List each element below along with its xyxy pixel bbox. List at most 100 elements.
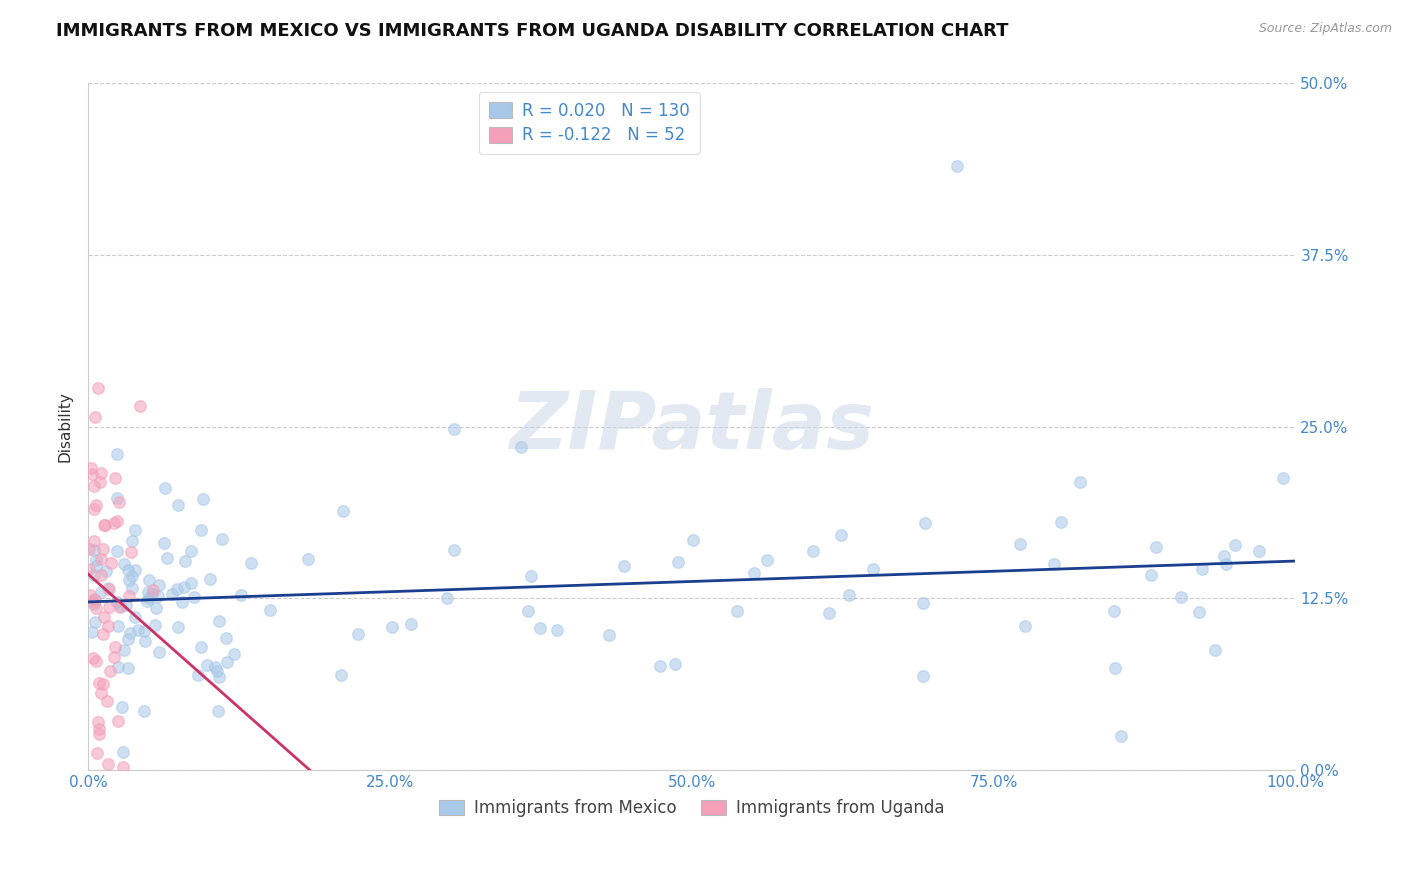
Point — [1104, 661, 1126, 675]
Point — [153, 536, 176, 550]
Point — [90, 686, 112, 700]
Point — [911, 596, 934, 610]
Point — [224, 647, 246, 661]
Point — [108, 600, 131, 615]
Point — [121, 533, 143, 548]
Point — [207, 705, 229, 719]
Point — [104, 640, 127, 654]
Point — [1050, 515, 1073, 529]
Point — [108, 495, 131, 509]
Point — [141, 587, 163, 601]
Point — [862, 561, 884, 575]
Point — [91, 627, 114, 641]
Point — [118, 625, 141, 640]
Point — [1010, 537, 1032, 551]
Point — [529, 621, 551, 635]
Point — [332, 504, 354, 518]
Point — [105, 514, 128, 528]
Point — [112, 557, 135, 571]
Point — [105, 595, 128, 609]
Point — [83, 567, 105, 582]
Point — [90, 568, 112, 582]
Point — [104, 471, 127, 485]
Point — [204, 659, 226, 673]
Point — [115, 598, 138, 612]
Point — [138, 591, 160, 606]
Point — [103, 516, 125, 530]
Point — [83, 543, 105, 558]
Point — [82, 625, 104, 640]
Point — [117, 562, 139, 576]
Point — [134, 624, 156, 639]
Point — [87, 726, 110, 740]
Point — [86, 601, 108, 615]
Point — [744, 566, 766, 581]
Point — [346, 626, 368, 640]
Point — [174, 554, 197, 568]
Point — [136, 585, 159, 599]
Point — [118, 573, 141, 587]
Point — [100, 556, 122, 570]
Point — [443, 543, 465, 558]
Point — [1014, 619, 1036, 633]
Point — [160, 587, 183, 601]
Point — [83, 410, 105, 425]
Text: IMMIGRANTS FROM MEXICO VS IMMIGRANTS FROM UGANDA DISABILITY CORRELATION CHART: IMMIGRANTS FROM MEXICO VS IMMIGRANTS FRO… — [56, 22, 1008, 40]
Point — [801, 543, 824, 558]
Point — [120, 545, 142, 559]
Point — [117, 632, 139, 646]
Point — [682, 533, 704, 547]
Point — [546, 623, 568, 637]
Point — [107, 618, 129, 632]
Point — [84, 498, 107, 512]
Text: Source: ZipAtlas.com: Source: ZipAtlas.com — [1258, 22, 1392, 36]
Point — [1204, 642, 1226, 657]
Point — [156, 551, 179, 566]
Point — [117, 589, 139, 603]
Point — [240, 557, 263, 571]
Point — [87, 381, 110, 395]
Point — [668, 555, 690, 569]
Point — [167, 620, 190, 634]
Point — [127, 623, 149, 637]
Point — [229, 588, 252, 602]
Point — [208, 614, 231, 628]
Point — [613, 559, 636, 574]
Point — [97, 619, 120, 633]
Point — [830, 528, 852, 542]
Point — [94, 517, 117, 532]
Point — [1144, 540, 1167, 554]
Point — [83, 478, 105, 492]
Point — [87, 714, 110, 729]
Point — [84, 553, 107, 567]
Point — [1223, 538, 1246, 552]
Point — [82, 595, 104, 609]
Point — [105, 491, 128, 506]
Point — [198, 573, 221, 587]
Point — [96, 694, 118, 708]
Point — [817, 607, 839, 621]
Point — [1215, 557, 1237, 571]
Point — [93, 609, 115, 624]
Point — [190, 640, 212, 654]
Point — [259, 603, 281, 617]
Point — [97, 756, 120, 771]
Point — [519, 569, 541, 583]
Y-axis label: Disability: Disability — [58, 392, 72, 462]
Point — [381, 620, 404, 634]
Point — [443, 422, 465, 436]
Point — [108, 599, 131, 614]
Point — [215, 631, 238, 645]
Point — [124, 564, 146, 578]
Point — [1249, 543, 1271, 558]
Point — [83, 591, 105, 606]
Legend: Immigrants from Mexico, Immigrants from Uganda: Immigrants from Mexico, Immigrants from … — [432, 792, 952, 823]
Point — [1104, 604, 1126, 618]
Point — [205, 664, 228, 678]
Point — [650, 659, 672, 673]
Point — [83, 597, 105, 611]
Point — [83, 592, 105, 607]
Point — [838, 588, 860, 602]
Point — [105, 544, 128, 558]
Point — [82, 651, 104, 665]
